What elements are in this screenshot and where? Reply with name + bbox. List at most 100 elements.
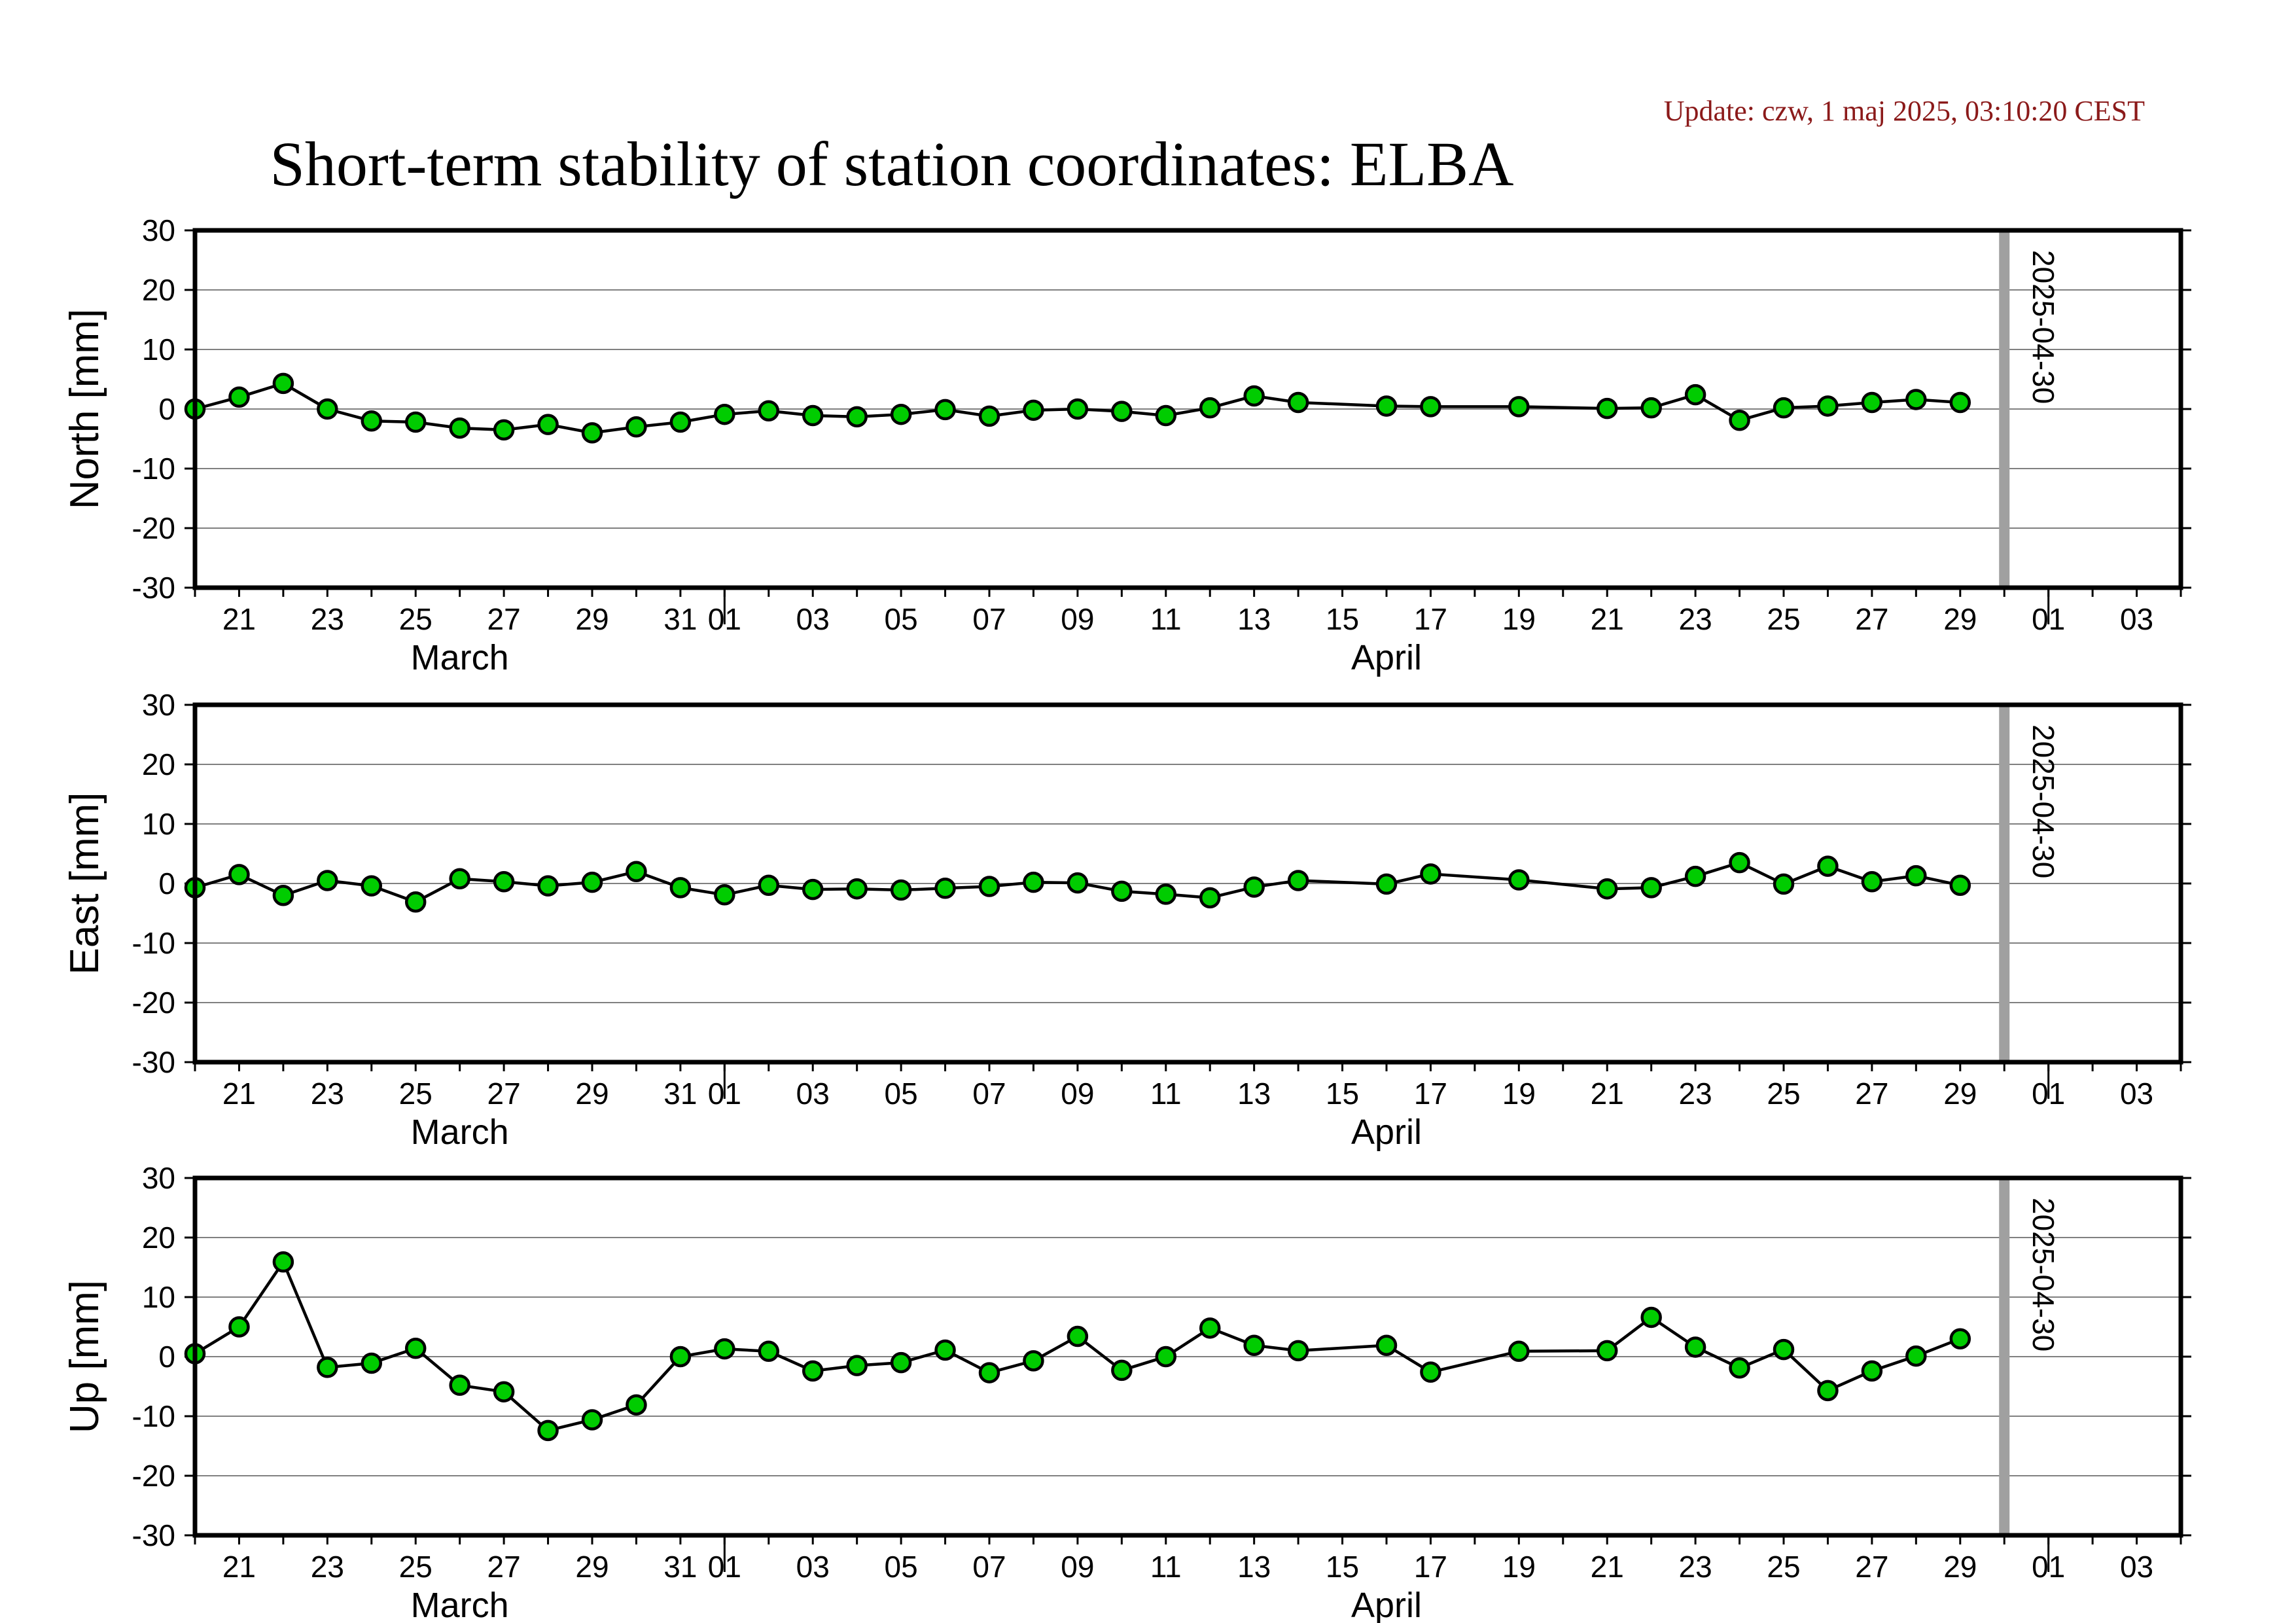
data-point: [978, 405, 1000, 427]
data-point: [317, 870, 338, 891]
y-tick-label: 0: [158, 392, 175, 426]
data-point: [228, 864, 250, 885]
y-tick-label: 10: [142, 807, 175, 841]
x-tick-label: 25: [399, 1077, 433, 1111]
y-tick-label: -20: [132, 1459, 175, 1493]
update-timestamp: Update: czw, 1 maj 2025, 03:10:20 CEST: [1664, 95, 2145, 127]
x-tick-label: 09: [1061, 1077, 1094, 1111]
x-tick-label: 17: [1414, 602, 1447, 636]
x-tick-label: 25: [1767, 602, 1800, 636]
date-marker-label: 2025-04-30: [2026, 724, 2060, 878]
data-point: [1640, 877, 1662, 899]
y-tick-label: 20: [142, 273, 175, 307]
x-tick-label: 29: [1943, 1077, 1977, 1111]
y-tick-label: -10: [132, 926, 175, 960]
y-axis-label: Up [mm]: [62, 1280, 107, 1433]
data-point: [361, 875, 383, 897]
y-axis-label: North [mm]: [62, 309, 107, 510]
month-label: March: [411, 638, 509, 677]
x-tick-label: 05: [885, 1077, 918, 1111]
x-tick-label: 03: [2120, 602, 2153, 636]
data-point: [1243, 385, 1265, 407]
x-tick-label: 17: [1414, 1550, 1447, 1584]
x-tick-label: 13: [1237, 1550, 1271, 1584]
data-point: [1861, 871, 1883, 893]
x-tick-label: 19: [1502, 602, 1536, 636]
x-tick-label: 19: [1502, 1077, 1536, 1111]
x-tick-label: 31: [663, 1550, 697, 1584]
x-tick-label: 21: [1591, 1550, 1624, 1584]
x-tick-label: 01: [2032, 1550, 2065, 1584]
y-axis-label: East [mm]: [62, 792, 107, 974]
x-tick-label: 23: [311, 1550, 344, 1584]
y-tick-label: 30: [142, 688, 175, 722]
data-point: [537, 875, 559, 897]
y-tick-label: -10: [132, 452, 175, 486]
data-point: [1817, 395, 1839, 417]
data-point: [537, 1419, 559, 1442]
y-tick-label: -20: [132, 986, 175, 1020]
data-point: [449, 417, 470, 439]
x-tick-label: 11: [1150, 602, 1182, 636]
data-point: [934, 878, 956, 899]
x-tick-label: 21: [1591, 602, 1624, 636]
date-marker-label: 2025-04-30: [2026, 250, 2060, 404]
data-point: [1420, 863, 1441, 885]
data-point: [581, 1409, 603, 1431]
data-point: [714, 403, 735, 425]
data-point: [1420, 1361, 1441, 1383]
month-label: April: [1351, 638, 1422, 677]
data-point: [846, 406, 868, 428]
x-tick-label: 03: [2120, 1077, 2153, 1111]
y-tick-label: 10: [142, 1280, 175, 1314]
data-point: [1508, 869, 1530, 891]
x-tick-label: 21: [222, 1077, 256, 1111]
data-point: [272, 1251, 294, 1273]
data-point: [802, 404, 824, 427]
x-tick-label: 11: [1150, 1550, 1182, 1584]
chart-title: Short-term stability of station coordina…: [270, 129, 1513, 199]
x-tick-label: 01: [2032, 602, 2065, 636]
data-point: [1949, 874, 1971, 896]
data-point: [890, 1351, 912, 1374]
y-tick-label: -10: [132, 1399, 175, 1433]
y-tick-label: 30: [142, 213, 175, 247]
data-point: [1155, 883, 1177, 905]
data-point: [1773, 397, 1795, 419]
y-tick-label: -30: [132, 1518, 175, 1552]
data-point: [1067, 872, 1089, 894]
x-tick-label: 23: [1679, 1077, 1712, 1111]
data-point: [493, 419, 515, 441]
y-tick-label: 30: [142, 1161, 175, 1195]
data-point: [1375, 395, 1398, 417]
data-point: [449, 1374, 470, 1396]
data-point: [493, 871, 515, 893]
data-point: [1023, 1350, 1044, 1372]
x-tick-label: 29: [1943, 1550, 1977, 1584]
data-point: [758, 400, 780, 421]
date-marker-label: 2025-04-30: [2026, 1198, 2060, 1351]
data-point: [1508, 1340, 1530, 1363]
y-tick-label: 0: [158, 866, 175, 901]
data-point: [1684, 1336, 1706, 1358]
data-point: [1905, 1345, 1927, 1367]
data-point: [802, 1360, 824, 1382]
month-label: March: [411, 1586, 509, 1623]
x-tick-label: 05: [885, 602, 918, 636]
data-point: [1199, 397, 1221, 419]
x-tick-label: 25: [1767, 1077, 1800, 1111]
data-point: [272, 372, 294, 395]
y-tick-label: -20: [132, 511, 175, 545]
x-tick-label: 07: [972, 602, 1006, 636]
x-tick-label: 23: [311, 602, 344, 636]
data-point: [1243, 1334, 1265, 1356]
data-point: [1773, 1338, 1795, 1361]
data-point: [581, 422, 603, 444]
data-point: [890, 879, 912, 901]
x-tick-label: 25: [399, 1550, 433, 1584]
data-point: [1861, 391, 1883, 414]
data-point: [1067, 398, 1089, 420]
x-tick-label: 15: [1326, 602, 1359, 636]
data-point: [1243, 876, 1265, 898]
month-label: March: [411, 1113, 509, 1152]
